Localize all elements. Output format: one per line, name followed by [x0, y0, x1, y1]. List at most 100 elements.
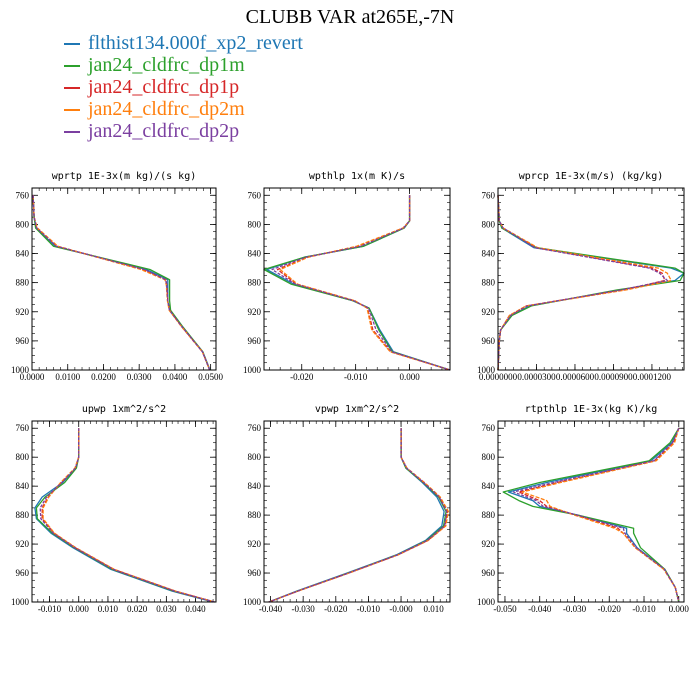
panel-title: vpwp 1xm^2/s^2 [315, 404, 399, 415]
y-tick-label: 760 [248, 190, 262, 200]
y-tick-label: 840 [16, 249, 30, 259]
legend-item: flthist134.000f_xp2_revert [64, 32, 303, 54]
y-tick-label: 880 [16, 510, 30, 520]
y-tick-label: 920 [16, 539, 30, 549]
y-tick-label: 800 [248, 452, 262, 462]
y-tick-label: 840 [16, 481, 30, 491]
panel-frame [497, 420, 685, 603]
y-tick-label: 920 [16, 307, 30, 317]
x-tick-label: -0.020 [324, 604, 348, 614]
legend-label: flthist134.000f_xp2_revert [88, 32, 303, 54]
series-line-jan24-cldfrc-dp2m [521, 428, 680, 603]
series-line-flthist134-000f-xp2-revert [507, 427, 680, 603]
panel-title: wprtp 1E-3x(m kg)/(s kg) [52, 171, 197, 182]
legend-swatch [64, 65, 80, 68]
y-tick-label: 880 [248, 510, 262, 520]
y-tick-label: 880 [482, 278, 496, 288]
x-tick-label: -0.050 [493, 604, 517, 614]
y-tick-label: 1000 [243, 365, 262, 375]
x-tick-label: -0.000 [389, 604, 413, 614]
x-tick-label: 0.000 [69, 604, 90, 614]
x-tick-label: 0.010 [98, 604, 119, 614]
x-tick-label: 0.0400 [163, 372, 188, 382]
series-line-jan24-cldfrc-dp2m [279, 195, 451, 371]
series-line-jan24-cldfrc-dp2p [497, 195, 668, 371]
y-tick-label: 960 [16, 336, 30, 346]
x-tick-label: 0.000 [399, 372, 420, 382]
y-tick-label: 920 [482, 307, 496, 317]
legend-swatch [64, 131, 80, 134]
legend-swatch [64, 87, 80, 90]
x-tick-label: 0.010 [424, 604, 445, 614]
series-line-jan24-cldfrc-dp1p [497, 195, 666, 371]
x-tick-label: -0.020 [598, 604, 622, 614]
x-tick-label: 0.0300 [127, 372, 152, 382]
legend-item: jan24_cldfrc_dp1m [64, 54, 303, 76]
y-tick-label: 1000 [11, 365, 30, 375]
x-tick-label: 0.0000 [20, 372, 45, 382]
panel-frame [497, 187, 685, 371]
x-tick-label: 0.0000600 [556, 372, 595, 382]
y-tick-label: 800 [16, 452, 30, 462]
series-line-jan24-cldfrc-dp1p [518, 427, 680, 603]
x-tick-label: -0.030 [563, 604, 587, 614]
panel-frame [31, 187, 217, 371]
y-tick-label: 880 [248, 278, 262, 288]
series-line-flthist134-000f-xp2-revert [34, 428, 214, 603]
y-tick-label: 840 [248, 249, 262, 259]
series-line-jan24-cldfrc-dp2m [268, 428, 450, 603]
y-tick-label: 1000 [11, 597, 30, 607]
x-tick-label: -0.030 [292, 604, 316, 614]
x-tick-label: -0.010 [38, 604, 62, 614]
series-line-flthist134-000f-xp2-revert [268, 428, 445, 603]
panel-title: wpthlp 1x(m K)/s [309, 171, 405, 182]
y-tick-label: 960 [248, 336, 262, 346]
y-tick-label: 800 [482, 452, 496, 462]
y-tick-label: 760 [16, 190, 30, 200]
x-tick-label: -0.010 [357, 604, 381, 614]
y-tick-label: 800 [248, 219, 262, 229]
x-tick-label: 0.0000300 [517, 372, 556, 382]
x-tick-label: -0.020 [290, 372, 314, 382]
y-tick-label: 920 [482, 539, 496, 549]
y-tick-label: 840 [482, 249, 496, 259]
series-line-jan24-cldfrc-dp1m [502, 427, 680, 603]
y-tick-label: 960 [482, 568, 496, 578]
legend-label: jan24_cldfrc_dp2m [88, 98, 245, 120]
y-tick-label: 760 [482, 423, 496, 433]
x-tick-label: 0.0000900 [594, 372, 633, 382]
y-tick-label: 760 [482, 190, 496, 200]
x-tick-label: -0.010 [344, 372, 368, 382]
y-tick-label: 800 [482, 219, 496, 229]
x-tick-label: 0.020 [127, 604, 148, 614]
y-tick-label: 800 [16, 219, 30, 229]
series-line-jan24-cldfrc-dp2p [39, 428, 215, 603]
y-tick-label: 880 [16, 278, 30, 288]
x-tick-label: -0.040 [259, 604, 283, 614]
series-line-flthist134-000f-xp2-revert [32, 195, 211, 371]
series-line-jan24-cldfrc-dp2m [32, 195, 211, 371]
series-line-jan24-cldfrc-dp1p [268, 428, 449, 603]
legend-label: jan24_cldfrc_dp1p [88, 76, 240, 98]
panel-frame [263, 187, 451, 371]
series-line-jan24-cldfrc-dp2p [271, 195, 451, 371]
legend-label: jan24_cldfrc_dp2p [88, 120, 240, 142]
x-tick-label: 0.0001200 [633, 372, 672, 382]
y-tick-label: 760 [248, 423, 262, 433]
legend-swatch [64, 43, 80, 46]
panel-title: wprcp 1E-3x(m/s) (kg/kg) [519, 171, 664, 182]
y-tick-label: 960 [248, 568, 262, 578]
x-tick-label: 0.0500 [198, 372, 223, 382]
y-tick-label: 1000 [477, 597, 496, 607]
series-line-jan24-cldfrc-dp1m [35, 428, 215, 603]
y-tick-label: 920 [248, 539, 262, 549]
y-tick-label: 960 [16, 568, 30, 578]
y-tick-label: 880 [482, 510, 496, 520]
x-tick-label: -0.010 [632, 604, 656, 614]
panel-frame [31, 420, 217, 603]
series-line-jan24-cldfrc-dp1p [32, 195, 211, 371]
y-tick-label: 760 [16, 423, 30, 433]
legend-label: jan24_cldfrc_dp1m [88, 54, 245, 76]
y-tick-label: 840 [482, 481, 496, 491]
